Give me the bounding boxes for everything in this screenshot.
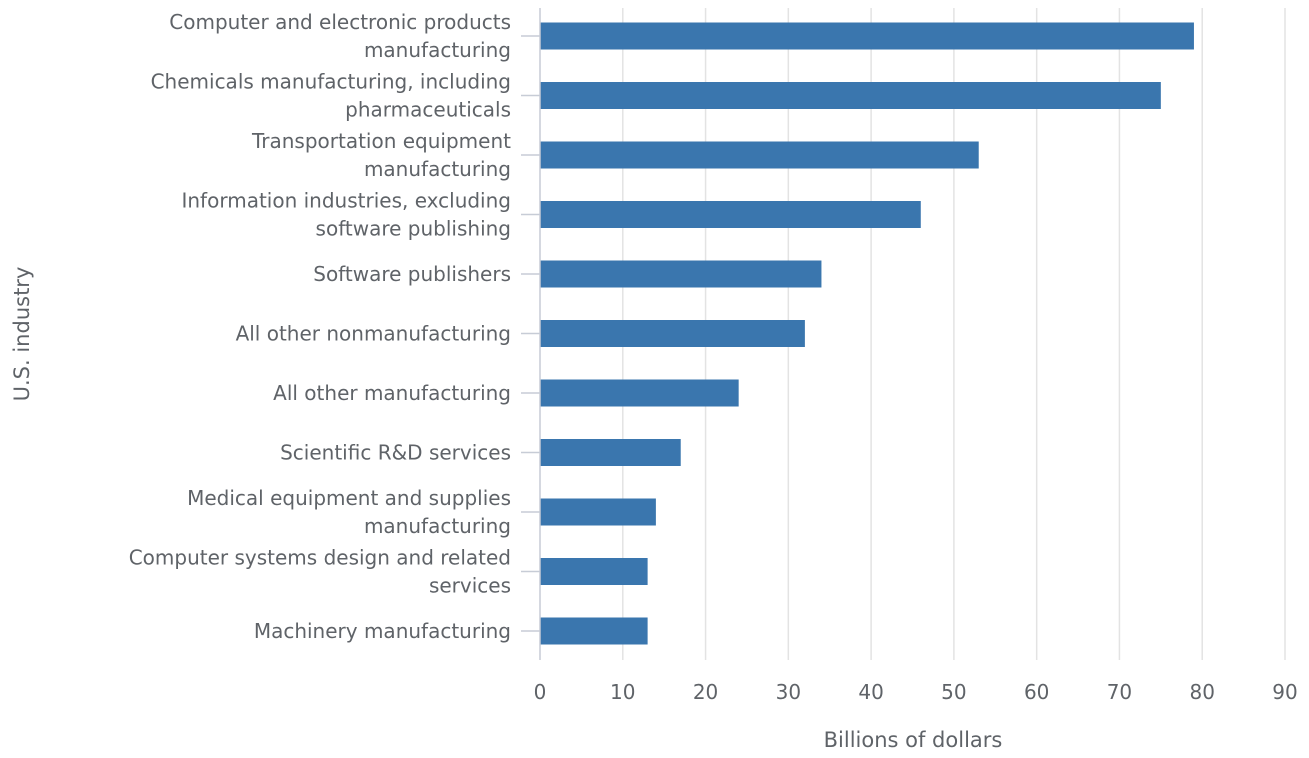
x-tick-label: 50	[941, 680, 966, 704]
category-label: Scientific R&D services	[280, 441, 511, 465]
x-tick-label: 70	[1107, 680, 1132, 704]
category-label: Computer and electronic products manufact…	[169, 10, 511, 62]
category-label: All other manufacturing	[273, 381, 511, 405]
bar	[540, 141, 979, 169]
y-axis-title: U.S. industry	[10, 267, 34, 402]
bar	[540, 260, 822, 288]
x-tick-label: 60	[1024, 680, 1049, 704]
bar	[540, 201, 921, 228]
x-tick-label: 90	[1272, 680, 1297, 704]
x-tick-labels: 0 10 20 30 40 50 60 70 80 90	[534, 680, 1298, 704]
x-tick-label: 10	[610, 680, 635, 704]
bar	[540, 82, 1161, 109]
x-tick-label: 0	[534, 680, 547, 704]
x-tick-label: 40	[858, 680, 883, 704]
category-label: Chemicals manufacturing, including pharma…	[151, 70, 511, 122]
category-label: Machinery manufacturing	[254, 619, 511, 643]
axes	[521, 8, 541, 660]
category-labels: Computer and electronic products manufact…	[129, 10, 511, 643]
bar	[540, 22, 1194, 50]
category-label: All other nonmanufacturing	[236, 322, 511, 346]
category-label: Medical equipment and supplies manufactur…	[187, 486, 511, 538]
bar	[540, 558, 648, 585]
x-tick-label: 80	[1189, 680, 1214, 704]
bar	[540, 320, 805, 347]
bars	[540, 22, 1194, 645]
bar	[540, 498, 656, 526]
gridlines	[622, 8, 1286, 660]
x-axis-title: Billions of dollars	[824, 728, 1003, 752]
x-tick-label: 20	[693, 680, 718, 704]
bar	[540, 617, 648, 645]
category-label: Information industries, excluding softwar…	[181, 189, 511, 241]
bar	[540, 379, 739, 407]
bar	[540, 439, 681, 466]
x-tick-label: 30	[776, 680, 801, 704]
category-label: Software publishers	[313, 262, 511, 286]
category-label: Transportation equipment manufacturing	[251, 129, 511, 181]
category-label: Computer systems design and related servi…	[129, 546, 511, 598]
